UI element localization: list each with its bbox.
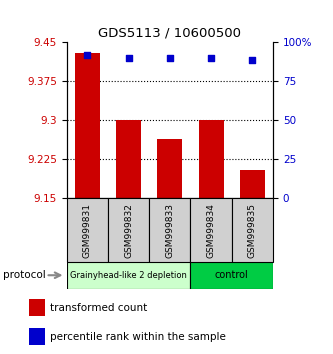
Text: control: control (215, 270, 249, 280)
FancyBboxPatch shape (149, 198, 190, 262)
Text: GSM999835: GSM999835 (248, 202, 257, 258)
Text: GSM999832: GSM999832 (124, 202, 133, 258)
FancyBboxPatch shape (67, 262, 190, 289)
Point (126, 55, 131, 61)
FancyBboxPatch shape (190, 198, 232, 262)
Text: GSM999833: GSM999833 (165, 202, 174, 258)
Bar (116, 120, 141, 198)
Point (85, 52, 90, 58)
Bar (29, 299, 45, 316)
FancyBboxPatch shape (108, 198, 149, 262)
Bar (158, 138, 182, 198)
Bar (29, 328, 45, 345)
Point (250, 57, 255, 62)
Point (208, 55, 214, 61)
Text: GSM999831: GSM999831 (83, 202, 92, 258)
Text: GSM999834: GSM999834 (206, 202, 216, 258)
FancyBboxPatch shape (232, 198, 273, 262)
Text: percentile rank within the sample: percentile rank within the sample (50, 332, 225, 342)
Text: protocol: protocol (3, 270, 46, 280)
Text: transformed count: transformed count (50, 303, 147, 313)
FancyBboxPatch shape (67, 198, 108, 262)
Bar (199, 120, 223, 198)
Point (167, 55, 172, 61)
FancyBboxPatch shape (190, 262, 273, 289)
Bar (240, 170, 265, 198)
Text: Grainyhead-like 2 depletion: Grainyhead-like 2 depletion (70, 271, 187, 280)
Title: GDS5113 / 10600500: GDS5113 / 10600500 (98, 27, 241, 40)
Bar (75, 53, 100, 198)
